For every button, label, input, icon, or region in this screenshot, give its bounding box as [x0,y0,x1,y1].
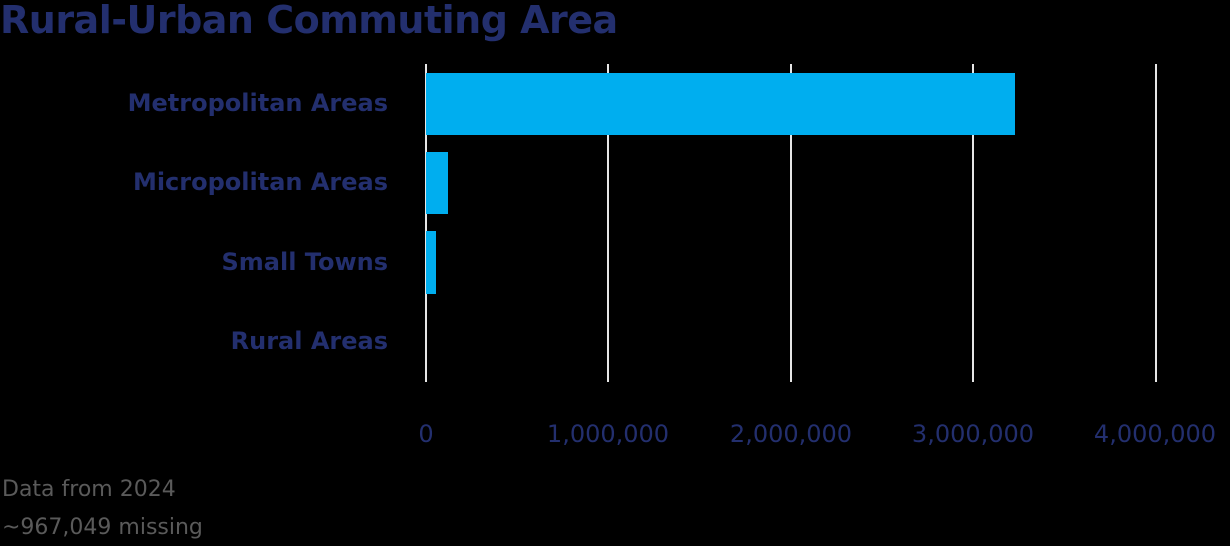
category-label-rural: Rural Areas [230,327,388,355]
chart-title: Rural-Urban Commuting Area [0,0,618,42]
gridline-2m [790,64,792,382]
x-tick-4m: 4,000,000 [1093,420,1217,448]
x-tick-0: 0 [418,420,434,448]
bar-micropolitan [426,152,448,214]
x-tick-1m: 1,000,000 [546,420,670,448]
bar-metropolitan [426,73,1015,135]
category-label-metropolitan: Metropolitan Areas [127,89,388,117]
gridline-0 [425,64,427,382]
gridline-4m [1155,64,1157,382]
footnote-year: Data from 2024 [2,477,176,502]
plot-area [425,64,1230,382]
footnote-missing: ~967,049 missing [2,515,203,540]
category-label-small-towns: Small Towns [221,248,388,276]
category-label-micropolitan: Micropolitan Areas [132,168,388,196]
gridline-3m [972,64,974,382]
bar-small-towns [426,231,436,294]
gridline-1m [607,64,609,382]
x-tick-2m: 2,000,000 [729,420,853,448]
x-tick-3m: 3,000,000 [911,420,1035,448]
